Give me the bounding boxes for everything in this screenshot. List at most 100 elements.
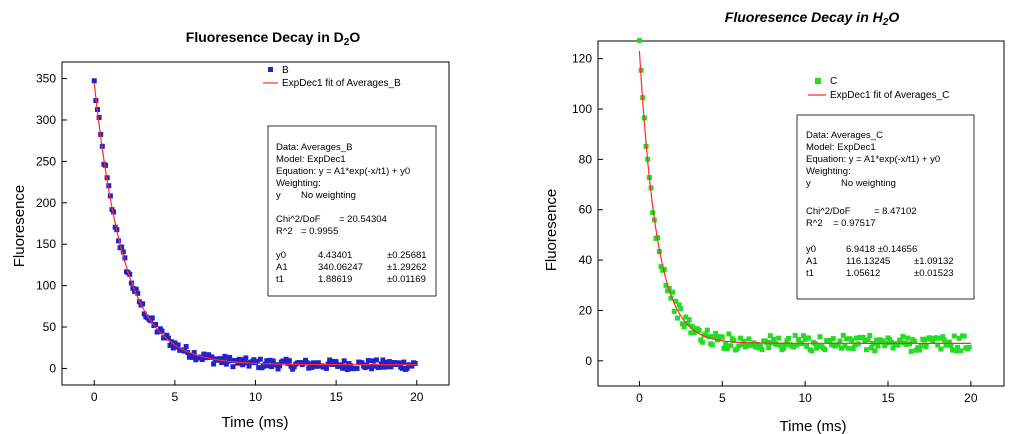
data-point bbox=[288, 363, 294, 369]
data-point bbox=[369, 366, 375, 372]
data-point bbox=[724, 346, 730, 352]
data-point bbox=[754, 341, 760, 347]
info-line: Equation: y = A1*exp(-x/t1) + y0 bbox=[276, 166, 410, 177]
data-point bbox=[941, 337, 947, 343]
data-point bbox=[713, 330, 719, 336]
data-point bbox=[839, 345, 845, 351]
data-point bbox=[776, 335, 782, 341]
fit-info-box: Data: Averages_C Model: ExpDec1 Equation… bbox=[796, 114, 975, 300]
data-point bbox=[306, 365, 312, 371]
data-point bbox=[781, 345, 787, 351]
data-point bbox=[238, 358, 244, 364]
data-point bbox=[728, 343, 734, 349]
info-line: R^2 bbox=[276, 226, 293, 237]
data-point bbox=[950, 347, 956, 353]
data-point bbox=[304, 360, 310, 366]
data-point bbox=[946, 339, 952, 345]
data-point bbox=[257, 356, 263, 362]
info-line: R^2 bbox=[806, 218, 823, 229]
info-line: = 0.9955 bbox=[301, 226, 338, 237]
data-point bbox=[933, 335, 939, 341]
data-point bbox=[752, 344, 758, 350]
data-point bbox=[671, 308, 677, 314]
data-point bbox=[696, 327, 702, 333]
data-point bbox=[875, 343, 881, 349]
data-point bbox=[835, 342, 841, 348]
data-point bbox=[135, 290, 141, 296]
data-point bbox=[966, 344, 972, 350]
info-line: Data: Averages_B bbox=[276, 142, 352, 153]
data-point bbox=[341, 358, 347, 364]
info-box-frame bbox=[267, 125, 437, 297]
info-box-frame bbox=[796, 114, 975, 300]
data-point bbox=[771, 336, 777, 342]
data-point bbox=[805, 335, 811, 341]
data-point bbox=[689, 324, 695, 330]
data-point bbox=[777, 342, 783, 348]
data-point bbox=[844, 336, 850, 342]
data-point bbox=[103, 162, 109, 168]
info-line: = 20.54304 bbox=[339, 214, 387, 225]
data-point bbox=[663, 282, 669, 288]
data-point bbox=[802, 336, 808, 342]
data-point bbox=[905, 335, 911, 341]
data-point bbox=[382, 364, 387, 370]
data-point bbox=[386, 359, 392, 365]
fit-curve bbox=[93, 83, 417, 366]
data-point bbox=[956, 335, 962, 341]
data-point bbox=[845, 345, 851, 351]
info-line: y bbox=[806, 178, 811, 189]
data-point bbox=[827, 337, 833, 343]
data-point bbox=[211, 361, 217, 367]
data-point bbox=[951, 333, 957, 339]
data-point bbox=[903, 341, 909, 347]
data-point bbox=[383, 359, 389, 365]
data-point bbox=[699, 339, 705, 345]
x-tick-label: 20 bbox=[964, 391, 978, 405]
data-point bbox=[265, 363, 271, 369]
info-line: Data: Averages_C bbox=[806, 130, 883, 141]
info-line: = 8.47102 bbox=[874, 206, 917, 217]
data-point bbox=[122, 255, 128, 261]
chart-title: Fluoresence Decay in H2O bbox=[725, 9, 900, 28]
data-point bbox=[862, 338, 868, 344]
data-point bbox=[164, 332, 170, 338]
data-point bbox=[738, 335, 744, 341]
data-point bbox=[873, 337, 879, 343]
data-point bbox=[726, 331, 732, 337]
data-point bbox=[396, 360, 402, 366]
y-tick-label: 40 bbox=[579, 253, 593, 267]
data-point bbox=[668, 295, 674, 301]
data-point bbox=[661, 266, 667, 272]
data-point bbox=[829, 342, 835, 348]
info-line: Chi^2/DoF bbox=[806, 206, 851, 217]
data-point bbox=[206, 352, 212, 358]
data-point bbox=[686, 317, 692, 323]
y-tick-label: 300 bbox=[36, 113, 56, 127]
data-point bbox=[930, 338, 936, 344]
x-axis-label: Time (ms) bbox=[780, 418, 847, 434]
data-point bbox=[235, 360, 241, 366]
data-point bbox=[377, 364, 383, 370]
data-point bbox=[91, 78, 97, 84]
data-point bbox=[923, 343, 929, 349]
data-point bbox=[670, 289, 676, 295]
data-point bbox=[854, 335, 860, 341]
data-point bbox=[223, 361, 229, 367]
y-tick-label: 50 bbox=[43, 320, 57, 334]
data-point bbox=[840, 332, 846, 338]
y-tick-label: 0 bbox=[49, 361, 56, 375]
data-point bbox=[343, 363, 349, 369]
info-line: No weighting bbox=[301, 190, 356, 201]
y-tick-label: 250 bbox=[36, 154, 56, 168]
x-tick-label: 15 bbox=[881, 391, 895, 405]
data-point bbox=[723, 341, 729, 347]
data-point bbox=[961, 333, 967, 339]
data-point bbox=[794, 342, 800, 348]
data-point bbox=[190, 354, 196, 360]
param-value: 1.88619 bbox=[318, 274, 352, 285]
info-line: Weighting: bbox=[806, 166, 851, 177]
data-point bbox=[849, 337, 855, 343]
plot-frame bbox=[597, 40, 1005, 387]
info-line: No weighting bbox=[841, 178, 896, 189]
